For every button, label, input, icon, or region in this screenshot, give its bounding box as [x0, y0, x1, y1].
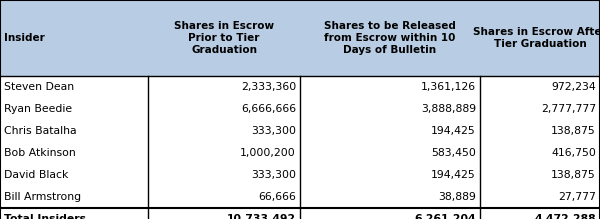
Text: 2,777,777: 2,777,777 — [541, 104, 596, 114]
Bar — [148, 142, 300, 164]
Bar — [300, 208, 480, 219]
Text: Bob Atkinson: Bob Atkinson — [4, 148, 76, 158]
Text: 2,333,360: 2,333,360 — [241, 82, 296, 92]
Text: 6,666,666: 6,666,666 — [241, 104, 296, 114]
Bar — [148, 76, 300, 98]
Bar — [148, 98, 300, 120]
Text: 27,777: 27,777 — [558, 192, 596, 202]
Text: Total Insiders: Total Insiders — [4, 214, 86, 219]
Bar — [480, 76, 600, 98]
Bar — [148, 120, 300, 142]
Text: David Black: David Black — [4, 170, 68, 180]
Bar — [0, 0, 148, 76]
Text: 1,361,126: 1,361,126 — [421, 82, 476, 92]
Bar — [300, 98, 480, 120]
Bar — [148, 186, 300, 208]
Text: Shares to be Released
from Escrow within 10
Days of Bulletin: Shares to be Released from Escrow within… — [324, 21, 456, 55]
Bar — [0, 164, 148, 186]
Text: 38,889: 38,889 — [438, 192, 476, 202]
Bar — [480, 142, 600, 164]
Bar — [480, 186, 600, 208]
Text: 10,733,492: 10,733,492 — [227, 214, 296, 219]
Bar — [300, 142, 480, 164]
Bar — [480, 98, 600, 120]
Text: 1,000,200: 1,000,200 — [240, 148, 296, 158]
Text: 333,300: 333,300 — [251, 170, 296, 180]
Bar — [300, 120, 480, 142]
Bar — [0, 120, 148, 142]
Text: 194,425: 194,425 — [431, 170, 476, 180]
Text: 6,261,204: 6,261,204 — [415, 214, 476, 219]
Bar — [300, 0, 480, 76]
Text: Shares in Escrow After
Tier Graduation: Shares in Escrow After Tier Graduation — [473, 27, 600, 49]
Bar — [300, 76, 480, 98]
Bar — [480, 208, 600, 219]
Text: Insider: Insider — [4, 33, 45, 43]
Text: 66,666: 66,666 — [258, 192, 296, 202]
Text: 138,875: 138,875 — [551, 170, 596, 180]
Text: 972,234: 972,234 — [551, 82, 596, 92]
Text: 4,472,288: 4,472,288 — [535, 214, 596, 219]
Text: 416,750: 416,750 — [551, 148, 596, 158]
Bar — [0, 208, 148, 219]
Text: 138,875: 138,875 — [551, 126, 596, 136]
Text: Ryan Beedie: Ryan Beedie — [4, 104, 72, 114]
Bar — [300, 164, 480, 186]
Bar — [480, 120, 600, 142]
Bar — [0, 186, 148, 208]
Bar — [148, 0, 300, 76]
Bar — [300, 186, 480, 208]
Bar — [148, 164, 300, 186]
Text: Chris Batalha: Chris Batalha — [4, 126, 77, 136]
Text: Steven Dean: Steven Dean — [4, 82, 74, 92]
Text: 3,888,889: 3,888,889 — [421, 104, 476, 114]
Text: 333,300: 333,300 — [251, 126, 296, 136]
Bar — [0, 142, 148, 164]
Bar — [480, 0, 600, 76]
Text: 194,425: 194,425 — [431, 126, 476, 136]
Text: 583,450: 583,450 — [431, 148, 476, 158]
Bar — [480, 164, 600, 186]
Bar — [0, 98, 148, 120]
Bar — [148, 208, 300, 219]
Text: Shares in Escrow
Prior to Tier
Graduation: Shares in Escrow Prior to Tier Graduatio… — [174, 21, 274, 55]
Text: Bill Armstrong: Bill Armstrong — [4, 192, 81, 202]
Bar — [0, 76, 148, 98]
